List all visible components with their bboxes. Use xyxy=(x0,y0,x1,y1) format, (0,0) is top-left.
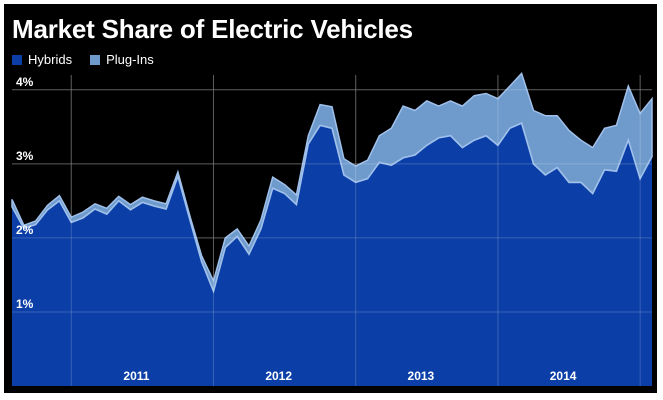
legend-swatch-plugins xyxy=(90,54,101,65)
series-area-hybrids xyxy=(12,123,652,386)
x-tick-label-0: 2011 xyxy=(123,369,149,383)
y-tick-label-2: 3% xyxy=(16,149,34,163)
y-tick-label-1: 2% xyxy=(16,223,34,237)
legend-label-plugins: Plug-Ins xyxy=(106,52,154,67)
y-tick-label-0: 1% xyxy=(16,297,34,311)
x-tick-label-2: 2013 xyxy=(408,369,435,383)
x-tick-label-1: 2012 xyxy=(265,369,292,383)
chart-legend: Hybrids Plug-Ins xyxy=(12,52,154,67)
legend-item-plugins: Plug-Ins xyxy=(90,52,154,67)
legend-label-hybrids: Hybrids xyxy=(28,52,73,67)
legend-item-hybrids: Hybrids xyxy=(12,52,72,67)
y-tick-label-3: 4% xyxy=(16,75,34,89)
chart-title: Market Share of Electric Vehicles xyxy=(12,14,413,44)
x-tick-label-3: 2014 xyxy=(550,369,577,383)
legend-swatch-hybrids xyxy=(12,54,22,65)
series-line-hybrids xyxy=(11,121,653,294)
